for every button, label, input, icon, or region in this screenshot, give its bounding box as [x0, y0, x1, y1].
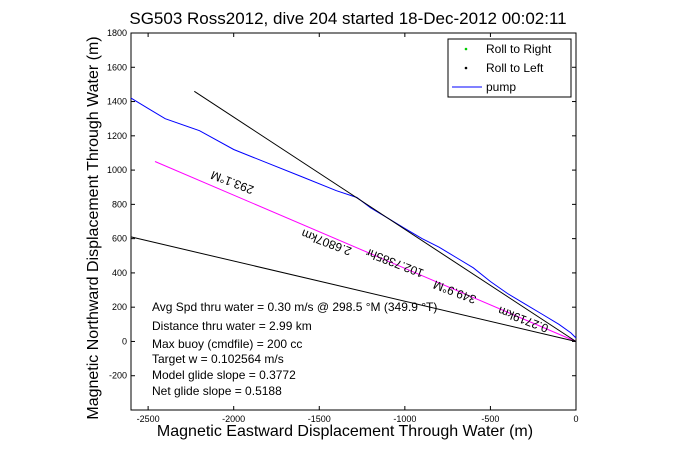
x-tick-label: -1500	[308, 414, 331, 424]
x-tick-label: -2000	[222, 414, 245, 424]
x-axis: -2500 -2000 -1500 -1000 -500 0	[137, 33, 579, 424]
stat-max-buoy: Max buoy (cmdfile) = 200 cc	[152, 337, 302, 351]
y-axis: -200 0 200 400 600 800 1000 1200 1400 1600 1800	[107, 28, 576, 381]
y-tick-label: 400	[112, 268, 127, 278]
y-tick-label: 1800	[107, 28, 127, 38]
stat-target-w: Target w = 0.102564 m/s	[152, 352, 284, 366]
chart-title: SG503 Ross2012, dive 204 started 18-Dec-…	[129, 9, 566, 28]
y-tick-label: 200	[112, 302, 127, 312]
series-line-1	[154, 161, 577, 342]
y-tick-label: -200	[109, 371, 127, 381]
stat-avg-speed: Avg Spd thru water = 0.30 m/s @ 298.5 °M…	[152, 300, 437, 314]
legend: Roll to Right Roll to Left pump	[447, 38, 572, 98]
legend-marker-roll-left	[464, 66, 468, 70]
stat-net-glide: Net glide slope = 0.5188	[152, 384, 282, 398]
y-tick-label: 1600	[107, 62, 127, 72]
legend-label-roll-left: Roll to Left	[486, 61, 544, 75]
series-layer	[130, 90, 577, 342]
y-tick-label: 1400	[107, 97, 127, 107]
x-axis-label: Magnetic Eastward Displacement Through W…	[157, 423, 533, 440]
x-tick-label: -500	[481, 414, 499, 424]
y-tick-label: 1000	[107, 165, 127, 175]
y-tick-label: 1200	[107, 131, 127, 141]
stat-model-glide: Model glide slope = 0.3772	[152, 368, 296, 382]
series-line-0	[130, 97, 577, 339]
y-tick-label: 800	[112, 199, 127, 209]
series-line-2	[194, 90, 577, 342]
x-tick-label: -2500	[137, 414, 160, 424]
stats-box: Avg Spd thru water = 0.30 m/s @ 298.5 °M…	[152, 300, 437, 398]
legend-marker-roll-right	[464, 47, 468, 51]
stat-distance: Distance thru water = 2.99 km	[152, 319, 312, 333]
legend-label-roll-right: Roll to Right	[486, 42, 552, 56]
x-tick-label: 0	[573, 414, 578, 424]
x-tick-label: -1000	[393, 414, 416, 424]
series-line-3	[130, 236, 577, 342]
y-axis-label: Magnetic Northward Displacement Through …	[85, 36, 102, 419]
legend-label-pump: pump	[486, 80, 516, 94]
y-tick-label: 0	[122, 336, 127, 346]
y-tick-label: 600	[112, 234, 127, 244]
